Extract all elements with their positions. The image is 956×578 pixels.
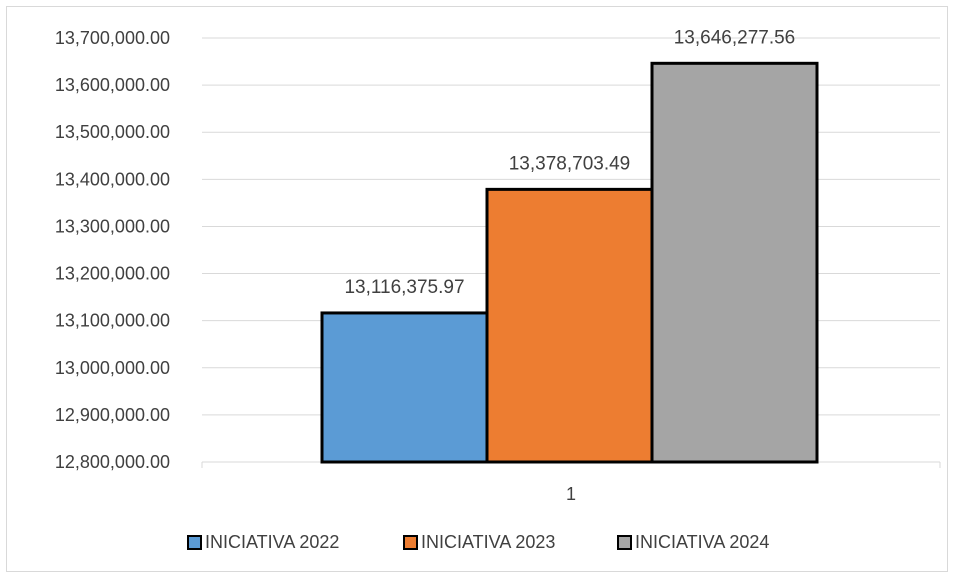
bars <box>320 61 819 464</box>
legend-swatch <box>403 535 418 550</box>
data-label: 13,646,277.56 <box>674 27 796 48</box>
y-tick-label: 13,000,000.00 <box>55 358 170 378</box>
x-tick-label: 1 <box>566 484 576 504</box>
legend: INICIATIVA 2022 INICIATIVA 2023 INICIATIVA… <box>187 532 769 552</box>
legend-label: INICIATIVA 2023 <box>421 532 555 552</box>
y-tick-label: 13,500,000.00 <box>55 122 170 142</box>
y-tick-label: 13,600,000.00 <box>55 75 170 95</box>
y-tick-label: 13,100,000.00 <box>55 311 170 331</box>
bar-3 <box>650 61 819 464</box>
y-tick-label: 13,400,000.00 <box>55 169 170 189</box>
y-tick-label: 13,200,000.00 <box>55 264 170 284</box>
legend-label: INICIATIVA 2022 <box>205 532 339 552</box>
legend-label: INICIATIVA 2024 <box>635 532 769 552</box>
bar-1 <box>320 311 489 464</box>
data-labels: 13,116,375.97 13,378,703.49 13,646,277.56 <box>344 27 795 298</box>
legend-swatch <box>617 535 632 550</box>
data-label: 13,116,375.97 <box>344 277 464 298</box>
legend-swatch <box>187 535 202 550</box>
y-tick-label: 13,700,000.00 <box>55 28 170 48</box>
y-tick-label: 12,900,000.00 <box>55 405 170 425</box>
y-tick-label: 12,800,000.00 <box>55 452 170 472</box>
data-label: 13,378,703.49 <box>509 153 631 174</box>
bar-2 <box>485 187 654 464</box>
y-tick-label: 13,300,000.00 <box>55 216 170 236</box>
